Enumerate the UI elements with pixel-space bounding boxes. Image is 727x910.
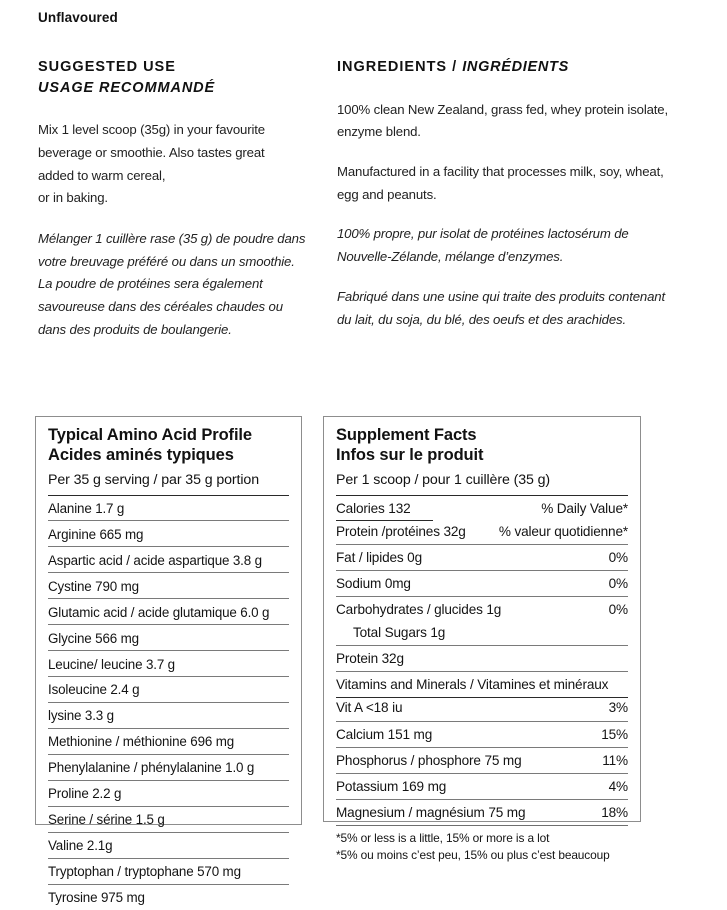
table-row: Calcium 151 mg 15%	[336, 721, 628, 747]
suggested-use-body-fr: Mélanger 1 cuillère rase (35 g) de poudr…	[38, 228, 318, 342]
amino-panel-title-fr: Acides aminés typiques	[48, 446, 289, 466]
row-label: Phosphorus / phosphore 75 mg	[336, 751, 521, 770]
row-value: 11%	[594, 751, 628, 770]
table-row-sub: Total Sugars 1g	[336, 622, 628, 645]
ingredients-section: INGREDIENTS / INGRÉDIENTS 100% clean New…	[337, 57, 682, 331]
suggested-use-fr-line-1: Mélanger 1 cuillère rase (35 g) de poudr…	[38, 228, 318, 251]
table-row: Cystine 790 mg	[48, 572, 289, 598]
row-value: 3%	[601, 698, 628, 717]
facts-panel-title-fr: Infos sur le produit	[336, 446, 628, 466]
allergen-en-line-2: egg and peanuts.	[337, 184, 682, 207]
suggested-use-fr-line-5: dans des produits de boulangerie.	[38, 319, 318, 342]
row-label: Sodium 0mg	[336, 574, 411, 593]
row-label: Total Sugars 1g	[336, 623, 445, 642]
table-row: Leucine/ leucine 3.7 g	[48, 650, 289, 676]
table-row: Protein 32g	[336, 645, 628, 671]
suggested-use-body-en: Mix 1 level scoop (35g) in your favourit…	[38, 119, 318, 210]
allergen-en-line-1: Manufactured in a facility that processe…	[337, 161, 682, 184]
row-value: 0%	[601, 548, 628, 567]
suggested-use-fr-line-4: savoureuse dans des céréales chaudes ou	[38, 296, 318, 319]
ingredients-en-line-2: enzyme blend.	[337, 121, 682, 144]
row-label: Potassium 169 mg	[336, 777, 446, 796]
daily-value-header-fr: % valeur quotidienne*	[491, 522, 628, 541]
vitamins-minerals-label: Vitamins and Minerals / Vitamines et min…	[336, 675, 608, 694]
row-value: 15%	[593, 725, 628, 744]
table-row: Phenylalanine / phénylalanine 1.0 g	[48, 754, 289, 780]
table-row: Alanine 1.7 g	[48, 495, 289, 521]
table-row-protein-header: Protein /protéines 32g % valeur quotidie…	[336, 521, 628, 544]
table-row: Potassium 169 mg 4%	[336, 773, 628, 799]
daily-value-header-en: % Daily Value*	[533, 499, 628, 518]
suggested-use-heading-fr: USAGE RECOMMANDÉ	[38, 78, 318, 99]
row-value: 0%	[601, 600, 628, 619]
suggested-use-section: SUGGESTED USE USAGE RECOMMANDÉ Mix 1 lev…	[38, 57, 318, 341]
footnote-en: *5% or less is a little, 15% or more is …	[336, 826, 628, 847]
table-row: Valine 2.1g	[48, 832, 289, 858]
table-row: Fat / lipides 0g 0%	[336, 544, 628, 570]
row-label: Calcium 151 mg	[336, 725, 432, 744]
ingredients-body-en: 100% clean New Zealand, grass fed, whey …	[337, 99, 682, 144]
suggested-use-fr-line-3: La poudre de protéines sera également	[38, 273, 318, 296]
allergen-body-fr: Fabriqué dans une usine qui traite des p…	[337, 286, 682, 331]
ingredients-heading-fr: INGRÉDIENTS	[462, 59, 569, 75]
amino-panel-title-en: Typical Amino Acid Profile	[48, 426, 289, 446]
suggested-use-heading-en: SUGGESTED USE	[38, 57, 318, 78]
row-label: Carbohydrates / glucides 1g	[336, 600, 501, 619]
ingredients-body-fr: 100% propre, pur isolat de protéines lac…	[337, 223, 682, 268]
allergen-body-en: Manufactured in a facility that processe…	[337, 161, 682, 206]
facts-panel-title-en: Supplement Facts	[336, 426, 628, 446]
calories-label: Calories 132	[336, 499, 433, 521]
ingredients-heading: INGREDIENTS / INGRÉDIENTS	[337, 57, 682, 78]
suggested-use-en-line-3: added to warm cereal,	[38, 165, 318, 188]
suggested-use-fr-line-2: votre breuvage préféré ou dans un smooth…	[38, 251, 318, 274]
row-label: Magnesium / magnésium 75 mg	[336, 803, 525, 822]
table-row: Carbohydrates / glucides 1g 0%	[336, 596, 628, 622]
table-row: lysine 3.3 g	[48, 702, 289, 728]
row-label: Protein 32g	[336, 649, 404, 668]
ingredients-en-line-1: 100% clean New Zealand, grass fed, whey …	[337, 99, 682, 122]
amino-acid-table: Alanine 1.7 g Arginine 665 mg Aspartic a…	[48, 495, 289, 910]
table-row: Sodium 0mg 0%	[336, 570, 628, 596]
table-row: Magnesium / magnésium 75 mg 18%	[336, 799, 628, 825]
protein-header-label: Protein /protéines 32g	[336, 522, 466, 541]
table-row: Glutamic acid / acide glutamique 6.0 g	[48, 598, 289, 624]
table-row: Glycine 566 mg	[48, 624, 289, 650]
amino-acid-profile-panel: Typical Amino Acid Profile Acides aminés…	[35, 416, 302, 825]
table-row: Isoleucine 2.4 g	[48, 676, 289, 702]
allergen-fr-line-2: du lait, du soja, du blé, des oeufs et d…	[337, 309, 682, 332]
row-value: 0%	[601, 574, 628, 593]
ingredients-heading-separator: /	[447, 59, 462, 75]
row-label: Fat / lipides 0g	[336, 548, 422, 567]
allergen-fr-line-1: Fabriqué dans une usine qui traite des p…	[337, 286, 682, 309]
amino-panel-serving: Per 35 g serving / par 35 g portion	[48, 466, 289, 495]
supplement-facts-panel: Supplement Facts Infos sur le produit Pe…	[323, 416, 641, 822]
ingredients-fr-line-2: Nouvelle-Zélande, mélange d’enzymes.	[337, 246, 682, 269]
table-row: Phosphorus / phosphore 75 mg 11%	[336, 747, 628, 773]
table-row: Tyrosine 975 mg	[48, 884, 289, 910]
table-row: Proline 2.2 g	[48, 780, 289, 806]
ingredients-fr-line-1: 100% propre, pur isolat de protéines lac…	[337, 223, 682, 246]
footnote-fr: *5% ou moins c’est peu, 15% ou plus c’es…	[336, 847, 628, 864]
table-row-calories: Calories 132 % Daily Value*	[336, 495, 628, 522]
row-label: Vit A <18 iu	[336, 698, 402, 717]
flavour-title: Unflavoured	[38, 10, 118, 25]
table-row: Tryptophan / tryptophane 570 mg	[48, 858, 289, 884]
table-row: Vit A <18 iu 3%	[336, 698, 628, 721]
table-row: Methionine / méthionine 696 mg	[48, 728, 289, 754]
table-row: Arginine 665 mg	[48, 520, 289, 546]
row-value: 4%	[601, 777, 628, 796]
suggested-use-en-line-2: beverage or smoothie. Also tastes great	[38, 142, 318, 165]
supplement-facts-table: Calories 132 % Daily Value* Protein /pro…	[336, 495, 628, 864]
row-value: 18%	[593, 803, 628, 822]
facts-panel-serving: Per 1 scoop / pour 1 cuillère (35 g)	[336, 466, 628, 495]
suggested-use-en-line-1: Mix 1 level scoop (35g) in your favourit…	[38, 119, 318, 142]
vitamins-minerals-header: Vitamins and Minerals / Vitamines et min…	[336, 671, 628, 698]
table-row: Aspartic acid / acide aspartique 3.8 g	[48, 546, 289, 572]
table-row: Serine / sérine 1.5 g	[48, 806, 289, 832]
ingredients-heading-en: INGREDIENTS	[337, 59, 447, 75]
suggested-use-en-line-4: or in baking.	[38, 187, 318, 210]
